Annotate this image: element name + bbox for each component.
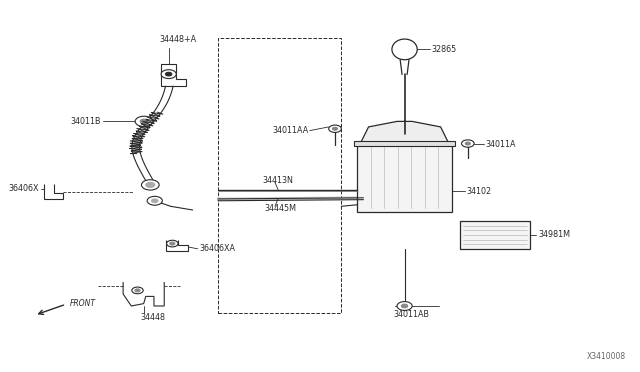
Circle shape — [152, 199, 158, 203]
Text: 34448+A: 34448+A — [159, 35, 196, 44]
Text: 34445M: 34445M — [264, 203, 296, 213]
Circle shape — [170, 242, 175, 245]
Circle shape — [465, 142, 470, 145]
Circle shape — [147, 196, 163, 205]
Circle shape — [132, 287, 143, 294]
Text: 34102: 34102 — [466, 187, 491, 196]
Text: 34981M: 34981M — [538, 230, 570, 240]
Text: 34011AA: 34011AA — [272, 126, 308, 135]
Bar — [354, 141, 455, 147]
Circle shape — [166, 72, 172, 76]
Circle shape — [140, 119, 148, 124]
Circle shape — [141, 180, 159, 190]
Circle shape — [397, 302, 412, 310]
Circle shape — [166, 240, 178, 247]
Text: 34011B: 34011B — [70, 117, 101, 126]
Circle shape — [146, 182, 155, 187]
Text: 34011AB: 34011AB — [393, 310, 429, 319]
Circle shape — [135, 289, 140, 292]
Text: 34413N: 34413N — [263, 176, 294, 185]
Circle shape — [461, 140, 474, 147]
Text: 34448: 34448 — [141, 312, 166, 321]
Polygon shape — [360, 121, 449, 144]
Text: X3410008: X3410008 — [587, 352, 626, 361]
Text: 34011A: 34011A — [486, 140, 516, 149]
Circle shape — [135, 116, 153, 126]
Text: 36406X: 36406X — [8, 184, 39, 193]
Circle shape — [332, 127, 337, 130]
Text: 32865: 32865 — [432, 45, 457, 54]
Circle shape — [329, 125, 341, 132]
Bar — [357, 144, 452, 212]
Circle shape — [401, 304, 408, 308]
Text: 36406XA: 36406XA — [200, 244, 236, 253]
Bar — [218, 38, 341, 313]
Circle shape — [161, 70, 176, 78]
Text: FRONT: FRONT — [69, 299, 95, 308]
Bar — [460, 221, 530, 249]
